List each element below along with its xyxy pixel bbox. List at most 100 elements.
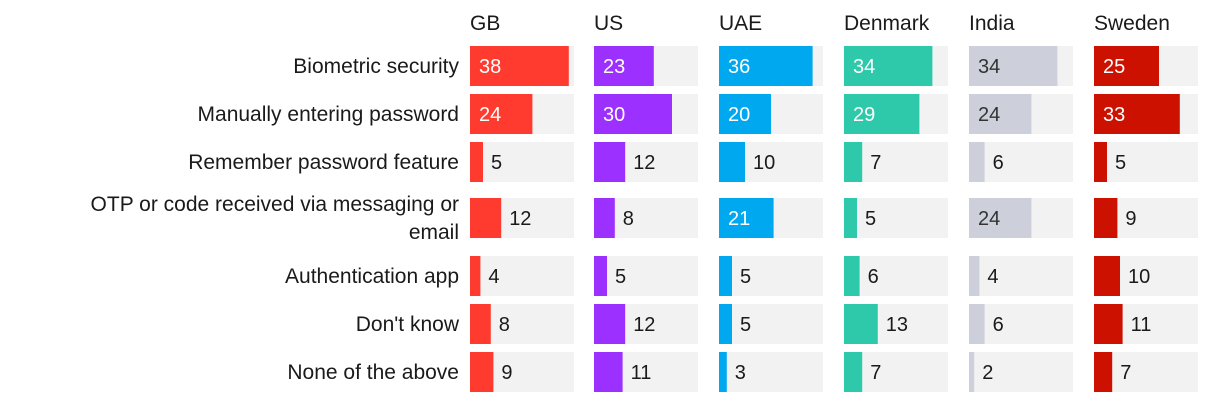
bar xyxy=(844,46,933,86)
data-label: 21 xyxy=(728,208,750,230)
bar xyxy=(594,142,626,182)
data-label: 12 xyxy=(633,152,655,174)
bar xyxy=(1094,198,1118,238)
bar xyxy=(844,198,857,238)
bar xyxy=(470,198,502,238)
data-label: 24 xyxy=(479,104,501,126)
data-label: 25 xyxy=(1103,56,1125,78)
data-label: 20 xyxy=(728,104,750,126)
data-label: 24 xyxy=(978,208,1000,230)
data-label: 4 xyxy=(987,266,998,288)
data-label: 7 xyxy=(870,152,881,174)
bar xyxy=(969,94,1032,134)
column-header: US xyxy=(594,12,623,35)
column-header: Denmark xyxy=(844,12,930,35)
data-label: 3 xyxy=(735,362,746,384)
data-label: 11 xyxy=(631,362,652,384)
bar xyxy=(719,94,771,134)
data-label: 4 xyxy=(488,266,499,288)
data-label: 36 xyxy=(728,56,750,78)
data-label: 2 xyxy=(982,362,993,384)
bar xyxy=(719,256,732,296)
data-label: 6 xyxy=(993,152,1004,174)
row-label-line: email xyxy=(409,221,459,244)
data-label: 23 xyxy=(603,56,625,78)
bar xyxy=(594,198,615,238)
bar xyxy=(1094,142,1107,182)
row-label: Don't know xyxy=(356,313,460,336)
bar-track xyxy=(719,304,823,344)
data-label: 9 xyxy=(501,362,512,384)
data-label: 5 xyxy=(1115,152,1126,174)
bar-track xyxy=(719,352,823,392)
bar xyxy=(844,142,863,182)
bar-track xyxy=(969,304,1073,344)
data-label: 9 xyxy=(1125,208,1136,230)
data-label: 5 xyxy=(615,266,626,288)
bar xyxy=(844,304,878,344)
bar-track xyxy=(969,142,1073,182)
data-label: 5 xyxy=(491,152,502,174)
bar xyxy=(1094,94,1180,134)
data-label: 5 xyxy=(740,314,751,336)
bar-track xyxy=(969,256,1073,296)
bar xyxy=(844,94,920,134)
bar xyxy=(969,142,985,182)
bar xyxy=(470,352,494,392)
column-header: UAE xyxy=(719,12,762,35)
bar-track xyxy=(470,142,574,182)
bar xyxy=(969,304,985,344)
bar xyxy=(719,198,774,238)
bar-track xyxy=(1094,142,1198,182)
data-label: 34 xyxy=(853,56,875,78)
bar xyxy=(594,94,672,134)
bar xyxy=(719,46,813,86)
row-label: OTP or code received via messaging or ema… xyxy=(91,193,459,244)
row-label: Manually entering password xyxy=(198,103,459,126)
bar-track xyxy=(719,256,823,296)
data-label: 7 xyxy=(870,362,881,384)
bar xyxy=(1094,46,1159,86)
data-label: 6 xyxy=(868,266,879,288)
bar xyxy=(470,256,481,296)
bar-track xyxy=(844,198,948,238)
data-label: 38 xyxy=(479,56,501,78)
data-label: 10 xyxy=(753,152,775,174)
row-label: Authentication app xyxy=(285,265,459,288)
bar xyxy=(594,256,607,296)
bar xyxy=(844,256,860,296)
bar xyxy=(969,198,1032,238)
bar xyxy=(594,46,654,86)
bar xyxy=(470,94,533,134)
data-label: 29 xyxy=(853,104,875,126)
column-header: Sweden xyxy=(1094,12,1170,35)
row-label-line: OTP or code received via messaging or xyxy=(91,193,459,216)
bar xyxy=(719,304,732,344)
bar xyxy=(470,304,491,344)
data-label: 30 xyxy=(603,104,625,126)
bar xyxy=(719,142,745,182)
bar-track xyxy=(844,256,948,296)
data-label: 34 xyxy=(978,56,1000,78)
data-label: 5 xyxy=(740,266,751,288)
bar xyxy=(470,46,569,86)
bar xyxy=(844,352,863,392)
data-label: 8 xyxy=(623,208,634,230)
row-label: None of the above xyxy=(287,361,459,384)
row-label: Remember password feature xyxy=(188,151,459,174)
data-label: 5 xyxy=(865,208,876,230)
data-label: 8 xyxy=(499,314,510,336)
data-label: 6 xyxy=(993,314,1004,336)
bar xyxy=(1094,352,1113,392)
bar-track xyxy=(470,256,574,296)
data-label: 7 xyxy=(1120,362,1131,384)
bar-track xyxy=(969,352,1073,392)
column-header: India xyxy=(969,12,1015,35)
bar xyxy=(969,352,975,392)
data-label: 10 xyxy=(1128,266,1150,288)
bar xyxy=(594,352,623,392)
data-label: 12 xyxy=(633,314,655,336)
bar xyxy=(969,256,980,296)
